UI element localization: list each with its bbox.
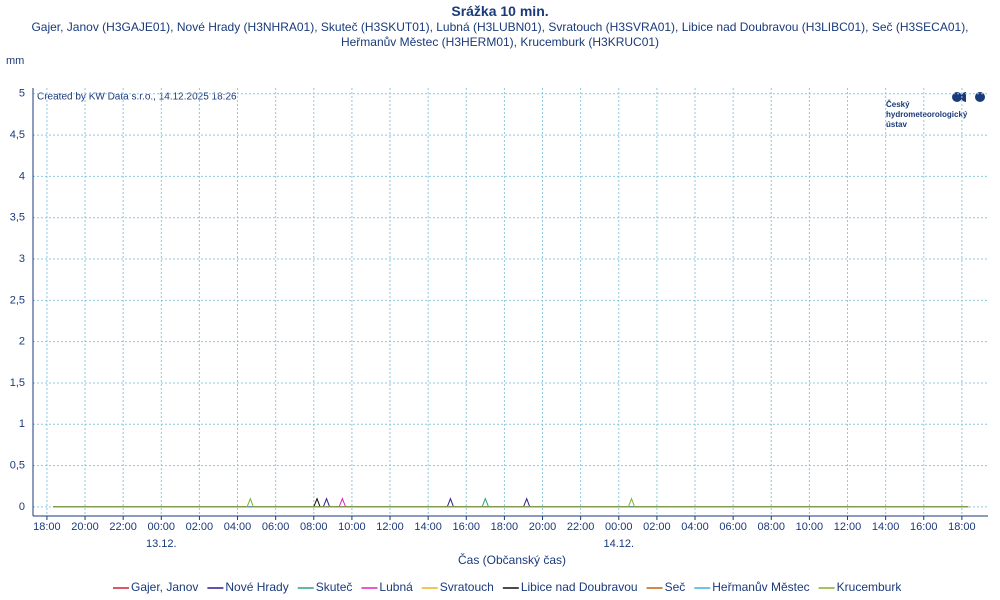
y-axis-label: mm [6,55,24,67]
chart-subtitle: Gajer, Janov (H3GAJE01), Nové Hrady (H3N… [31,20,969,49]
legend-label: Gajer, Janov [131,580,198,594]
legend-label: Heřmanův Městec [712,580,809,594]
series-line [53,497,969,508]
x-tick-label: 22:00 [567,521,595,533]
legend-label: Seč [665,580,686,594]
x-tick-label: 10:00 [338,521,366,533]
y-tick-label: 5 [19,88,25,100]
x-tick-label: 00:00 [148,521,176,533]
logo-mark [961,92,966,102]
annotation: Created by KW Data s.r.o., 14.12.2025 18… [37,92,237,103]
x-tick-label: 04:00 [224,521,252,533]
x-tick-label: 02:00 [186,521,214,533]
y-tick-label: 0 [19,501,25,513]
y-tick-label: 4,5 [10,129,25,141]
y-tick-label: 3 [19,253,25,265]
x-tick-label: 02:00 [643,521,671,533]
x-tick-label: 16:00 [910,521,938,533]
x-tick-label: 18:00 [33,521,61,533]
legend-label: Libice nad Doubravou [521,580,638,594]
logo-text: hydrometeorologický [886,110,968,119]
x-tick-label: 18:00 [948,521,976,533]
series-line [53,497,969,508]
y-tick-label: 0,5 [10,460,25,472]
logo-mark [975,92,985,102]
y-tick-label: 2 [19,336,25,348]
x-tick-label: 16:00 [453,521,481,533]
x-tick-label: 06:00 [262,521,290,533]
x-tick-label: 04:00 [681,521,709,533]
x-axis-label: Čas (Občanský čas) [458,552,566,567]
x-tick-label: 22:00 [109,521,137,533]
logo-text: Český [886,100,910,109]
x-tick-label: 14:00 [414,521,442,533]
x-tick-label: 10:00 [796,521,824,533]
chart-title: Srážka 10 min. [451,3,549,19]
x-tick-label: 06:00 [719,521,747,533]
x-tick-label: 08:00 [758,521,786,533]
legend-label: Krucemburk [837,580,903,594]
y-tick-label: 1 [19,418,25,430]
header: Srážka 10 min. Gajer, Janov (H3GAJE01), … [0,2,1000,50]
x-tick-label: 08:00 [300,521,328,533]
x-tick-label: 12:00 [376,521,404,533]
x-tick-label: 18:00 [491,521,519,533]
legend-label: Skuteč [316,580,353,594]
series-line [53,497,969,508]
x-tick-label: 20:00 [71,521,99,533]
x-tick-label: 12:00 [834,521,862,533]
legend-label: Svratouch [440,580,494,594]
x-date-label: 14.12. [603,538,634,550]
legend-label: Lubná [379,580,413,594]
y-tick-label: 3,5 [10,212,25,224]
x-tick-label: 14:00 [872,521,900,533]
y-tick-label: 1,5 [10,377,25,389]
x-tick-label: 20:00 [529,521,557,533]
series-line [53,497,969,508]
logo-mark [952,92,962,102]
series-line [53,497,969,508]
x-tick-label: 00:00 [605,521,633,533]
logo-text: ústav [886,120,907,129]
y-tick-label: 4 [19,170,25,182]
x-date-label: 13.12. [146,538,177,550]
legend-label: Nové Hrady [225,580,288,594]
y-tick-label: 2,5 [10,294,25,306]
